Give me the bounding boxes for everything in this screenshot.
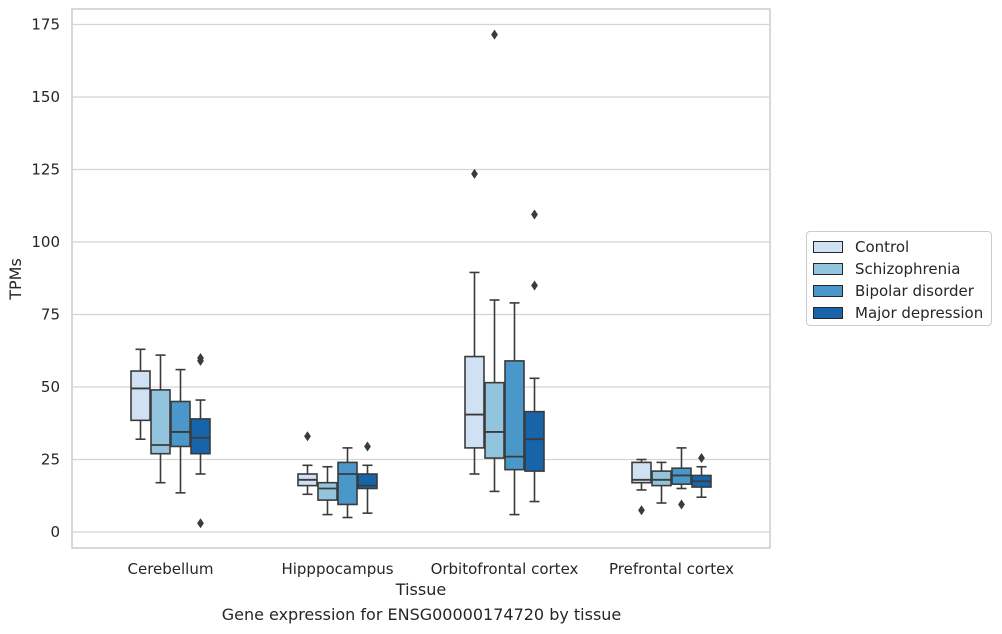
- x-tick-label-cerebellum: Cerebellum: [128, 560, 214, 578]
- chart-caption: Gene expression for ENSG00000174720 by t…: [221, 605, 622, 624]
- legend-label-bipolar-disorder: Bipolar disorder: [855, 282, 974, 300]
- y-axis-label: TPMs: [6, 258, 25, 301]
- y-tick-label-0: 0: [50, 523, 60, 541]
- x-tick-label-orbitofrontal-cortex: Orbitofrontal cortex: [431, 560, 579, 578]
- iqr-box: [651, 470, 672, 487]
- legend-item-bipolar-disorder: Bipolar disorder: [813, 281, 974, 301]
- y-tick-label-150: 150: [31, 88, 60, 106]
- box-bipolar-disorder-hipppocampus: [337, 447, 358, 519]
- iqr-box: [317, 481, 338, 501]
- iqr-box: [631, 461, 652, 484]
- gridlines: [72, 23, 770, 533]
- outlier-point: [471, 168, 478, 179]
- legend-swatch-control: [813, 241, 843, 253]
- box-major-depression-hipppocampus: [357, 441, 378, 514]
- legend-label-schizophrenia: Schizophrenia: [855, 260, 961, 278]
- box-bipolar-disorder-orbitofrontal-cortex: [504, 302, 525, 516]
- box-control-prefrontal-cortex: [631, 458, 652, 516]
- outlier-point: [304, 431, 311, 442]
- iqr-box: [524, 410, 545, 472]
- box-control-cerebellum: [130, 348, 151, 441]
- legend-item-control: Control: [813, 237, 909, 257]
- box-bipolar-disorder-cerebellum: [170, 368, 191, 494]
- boxes: [130, 29, 712, 529]
- iqr-box: [337, 461, 358, 506]
- x-axis-label: Tissue: [395, 580, 446, 599]
- outlier-point: [197, 518, 204, 529]
- outlier-point: [531, 209, 538, 220]
- box-major-depression-prefrontal-cortex: [691, 453, 712, 499]
- outlier-point: [364, 441, 371, 452]
- legend-item-major-depression: Major depression: [813, 303, 983, 323]
- legend-item-schizophrenia: Schizophrenia: [813, 259, 960, 279]
- iqr-box: [150, 389, 171, 455]
- box-schizophrenia-hipppocampus: [317, 465, 338, 516]
- y-tick-labels: 0 25 50 75 100 125 150 175: [31, 16, 60, 542]
- iqr-box: [504, 360, 525, 471]
- x-tick-label-prefrontal-cortex: Prefrontal cortex: [609, 560, 734, 578]
- y-tick-label-175: 175: [31, 16, 60, 34]
- y-tick-label-75: 75: [41, 306, 60, 324]
- x-tick-label-hipppocampus: Hipppocampus: [281, 560, 393, 578]
- iqr-box: [190, 418, 211, 455]
- box-control-orbitofrontal-cortex: [464, 168, 485, 475]
- box-bipolar-disorder-prefrontal-cortex: [671, 447, 692, 510]
- legend-label-control: Control: [855, 238, 910, 256]
- box-schizophrenia-prefrontal-cortex: [651, 461, 672, 504]
- y-tick-label-50: 50: [41, 378, 60, 396]
- box-schizophrenia-orbitofrontal-cortex: [484, 29, 505, 493]
- outlier-point: [638, 505, 645, 516]
- y-tick-label-25: 25: [41, 451, 60, 469]
- outlier-point: [491, 29, 498, 40]
- iqr-box: [130, 370, 151, 422]
- plot-area: [71, 8, 771, 549]
- outlier-point: [698, 453, 705, 464]
- x-tick-labels: Cerebellum Hipppocampus Orbitofrontal cort…: [128, 560, 735, 578]
- legend: Control Schizophrenia Bipolar disorder M…: [806, 231, 992, 326]
- box-major-depression-cerebellum: [190, 353, 211, 529]
- box-schizophrenia-cerebellum: [150, 354, 171, 484]
- box-major-depression-orbitofrontal-cortex: [524, 209, 545, 503]
- iqr-box: [464, 355, 485, 449]
- iqr-box: [484, 381, 505, 459]
- outlier-point: [531, 280, 538, 291]
- outlier-point: [197, 355, 204, 366]
- y-tick-label-100: 100: [31, 233, 60, 251]
- legend-label-major-depression: Major depression: [855, 304, 984, 322]
- legend-swatch-schizophrenia: [813, 263, 843, 275]
- y-tick-label-125: 125: [31, 161, 60, 179]
- legend-swatch-bipolar-disorder: [813, 285, 843, 297]
- iqr-box: [170, 400, 191, 448]
- legend-swatch-major-depression: [813, 307, 843, 319]
- box-control-hipppocampus: [297, 431, 318, 496]
- outlier-point: [678, 499, 685, 510]
